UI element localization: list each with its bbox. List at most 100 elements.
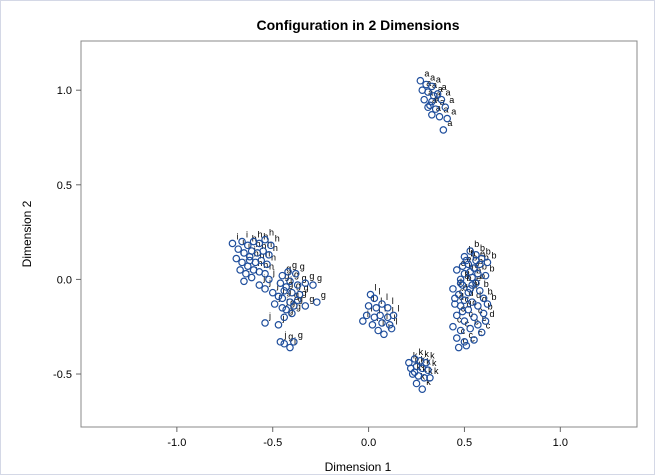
data-point — [270, 300, 279, 308]
data-point-label: l — [386, 311, 388, 321]
data-point — [372, 303, 381, 312]
data-point — [479, 294, 488, 303]
data-point-label: g — [288, 332, 293, 342]
data-point — [274, 292, 283, 301]
data-point — [433, 90, 442, 98]
data-point — [242, 269, 250, 278]
data-point-label: i — [248, 241, 250, 251]
data-point-label: k — [432, 358, 437, 368]
data-point-label: b — [484, 279, 489, 289]
data-point — [234, 245, 243, 253]
data-point — [472, 251, 480, 259]
data-point — [470, 313, 478, 322]
data-point — [456, 275, 465, 284]
data-point — [240, 277, 248, 286]
data-point — [428, 82, 436, 91]
data-point-label: g — [284, 271, 289, 281]
data-point — [449, 322, 457, 331]
data-point — [475, 286, 484, 295]
data-point — [261, 319, 269, 327]
data-point — [470, 336, 478, 344]
data-point — [424, 88, 432, 96]
data-point — [452, 334, 461, 342]
y-tick-label: 1.0 — [57, 85, 72, 97]
data-point — [462, 256, 471, 265]
data-point-label: b — [486, 247, 491, 257]
data-point — [451, 300, 459, 308]
data-point-label: b — [474, 277, 479, 287]
data-point — [313, 298, 321, 306]
data-point — [278, 303, 287, 312]
data-point-label: a — [440, 97, 445, 107]
data-point — [426, 101, 434, 110]
data-point-label: g — [309, 294, 314, 304]
data-point-label: k — [426, 377, 431, 387]
y-tick-label: 0.0 — [57, 274, 72, 286]
y-tick-label: -0.5 — [53, 369, 72, 381]
data-point-label: g — [296, 301, 301, 311]
data-point-label: i — [246, 230, 248, 240]
data-point — [244, 241, 252, 250]
data-point — [385, 321, 394, 329]
data-point — [443, 114, 451, 123]
data-point — [364, 302, 373, 310]
data-point-label: l — [373, 294, 375, 304]
data-point-label: d — [490, 309, 495, 319]
data-point — [276, 338, 285, 346]
data-point — [435, 112, 444, 121]
data-point-label: k — [434, 366, 439, 376]
data-point-label: j — [289, 275, 292, 285]
data-point — [244, 262, 252, 270]
data-point-label: j — [268, 277, 271, 287]
data-point-label: a — [445, 88, 450, 98]
data-point — [240, 249, 248, 257]
data-point — [280, 286, 289, 295]
data-point — [268, 288, 277, 297]
data-point-label: c — [463, 336, 468, 346]
data-point — [261, 269, 269, 278]
data-point — [481, 271, 490, 280]
x-tick-label: -1.0 — [167, 437, 186, 449]
data-point — [282, 305, 290, 314]
data-point — [474, 269, 482, 278]
data-point — [288, 309, 296, 318]
data-point-label: b — [491, 292, 496, 302]
data-point — [418, 385, 427, 393]
data-point-label: g — [321, 290, 326, 300]
data-point-label: l — [396, 317, 398, 327]
data-point-label: a — [438, 84, 443, 94]
data-point — [422, 358, 430, 367]
data-point-label: h — [269, 262, 274, 272]
data-point — [293, 281, 302, 289]
data-point — [424, 366, 432, 375]
data-point — [278, 271, 287, 280]
y-axis: -0.5 0.0 0.5 1.0 — [53, 85, 81, 381]
data-point-label: h — [258, 230, 263, 240]
data-point — [466, 324, 475, 333]
data-point-label: g — [294, 269, 299, 279]
data-point-label: d — [476, 290, 481, 300]
data-point-label: a — [430, 73, 435, 83]
data-point-label: e — [476, 273, 481, 283]
data-point-label: g — [302, 273, 307, 283]
data-point-label: k — [419, 347, 424, 357]
data-point — [290, 302, 298, 310]
data-point — [479, 309, 488, 318]
data-point — [374, 326, 382, 335]
data-point — [437, 95, 446, 104]
data-point — [449, 285, 457, 293]
data-point-label: a — [449, 95, 454, 105]
data-point — [460, 317, 469, 325]
data-point-label: j — [283, 330, 286, 340]
data-point — [247, 273, 256, 282]
data-point — [286, 277, 294, 286]
data-point-label: b — [474, 239, 479, 249]
data-point-label: g — [300, 262, 305, 272]
data-points — [228, 76, 492, 393]
data-point — [466, 285, 475, 293]
data-point — [460, 338, 469, 346]
data-point — [460, 296, 469, 305]
data-point-label: i — [236, 231, 238, 241]
data-point-label: g — [296, 281, 301, 291]
data-point — [261, 235, 269, 244]
